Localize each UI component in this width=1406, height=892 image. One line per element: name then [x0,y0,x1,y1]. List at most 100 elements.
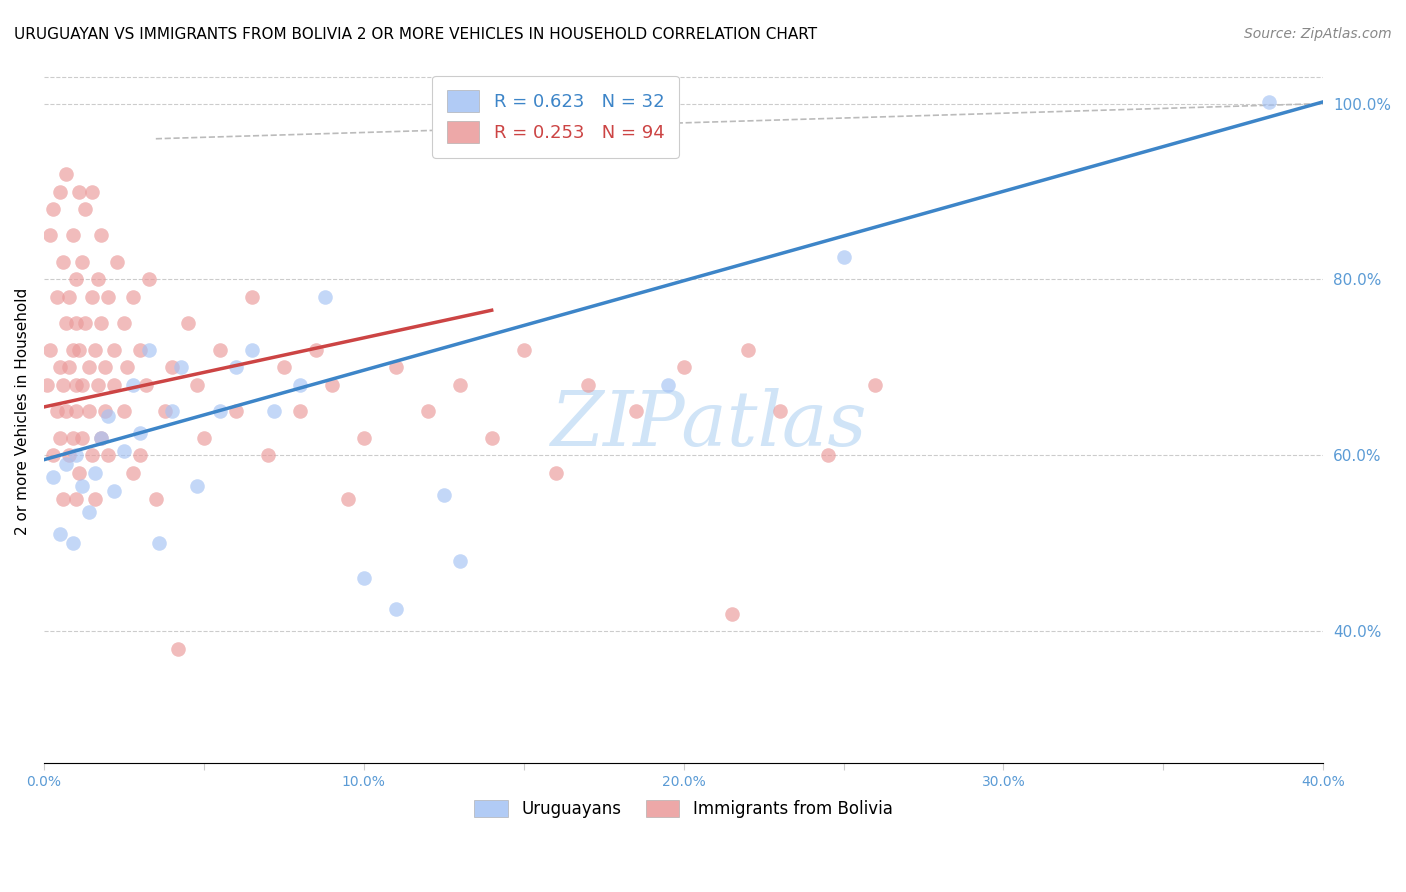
Point [128,343,150,357]
Point [77,360,100,375]
Point [672,360,695,375]
Point [832,251,855,265]
Point [817,448,839,462]
Point [336,492,359,507]
Point [62,343,84,357]
Point [314,290,336,304]
Point [122,466,145,480]
Point [138,343,160,357]
Point [65,317,87,331]
Point [80,185,103,199]
Point [186,378,208,392]
Point [52,255,75,269]
Text: Source: ZipAtlas.com: Source: ZipAtlas.com [1244,27,1392,41]
Point [768,404,790,418]
Point [49,185,72,199]
Point [72,378,94,392]
Point [52,378,75,392]
Point [112,404,135,418]
Point [449,554,471,568]
Point [112,317,135,331]
Point [193,431,215,445]
Point [353,431,375,445]
Point [384,602,406,616]
Point [103,378,125,392]
Point [138,272,160,286]
Point [145,492,167,507]
Point [55,404,77,418]
Point [65,404,87,418]
Point [42,470,65,484]
Point [103,483,125,498]
Point [93,360,115,375]
Point [353,571,375,585]
Point [90,317,112,331]
Point [720,607,742,621]
Point [433,488,456,502]
Point [80,290,103,304]
Point [128,448,150,462]
Point [416,404,439,418]
Point [449,378,471,392]
Point [115,360,138,375]
Point [87,378,110,392]
Point [39,228,62,243]
Point [49,431,72,445]
Point [72,431,94,445]
Point [103,343,125,357]
Point [305,343,328,357]
Point [1257,95,1279,109]
Point [55,167,77,181]
Point [45,404,67,418]
Point [107,255,129,269]
Point [160,360,183,375]
Point [112,444,135,458]
Point [84,466,107,480]
Point [321,378,343,392]
Point [62,431,84,445]
Point [97,448,120,462]
Point [90,431,112,445]
Point [67,343,90,357]
Point [72,255,94,269]
Point [77,404,100,418]
Point [90,431,112,445]
Point [67,466,90,480]
Point [55,457,77,471]
Point [65,492,87,507]
Point [384,360,406,375]
Point [67,185,90,199]
Point [55,317,77,331]
Point [49,360,72,375]
Point [93,404,115,418]
Point [84,343,107,357]
Point [177,317,200,331]
Point [122,378,145,392]
Point [52,492,75,507]
Point [155,404,177,418]
Point [58,290,80,304]
Point [624,404,647,418]
Point [170,360,193,375]
Point [62,228,84,243]
Point [865,378,887,392]
Point [58,448,80,462]
Point [512,343,534,357]
Point [84,492,107,507]
Point [128,426,150,441]
Point [49,527,72,541]
Point [657,378,679,392]
Point [42,202,65,216]
Point [225,360,247,375]
Point [167,641,190,656]
Point [62,536,84,550]
Point [273,360,295,375]
Point [97,290,120,304]
Point [576,378,599,392]
Point [87,272,110,286]
Point [75,202,97,216]
Text: URUGUAYAN VS IMMIGRANTS FROM BOLIVIA 2 OR MORE VEHICLES IN HOUSEHOLD CORRELATION: URUGUAYAN VS IMMIGRANTS FROM BOLIVIA 2 O… [14,27,817,42]
Point [256,448,278,462]
Point [208,404,231,418]
Point [80,448,103,462]
